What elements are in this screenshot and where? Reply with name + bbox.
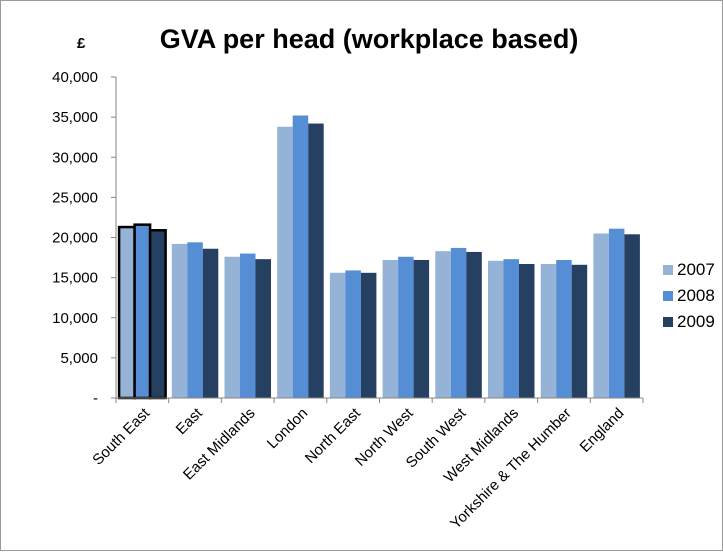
bar xyxy=(571,264,588,398)
bar xyxy=(466,251,482,398)
bar xyxy=(329,272,346,398)
y-tick-label: 20,000 xyxy=(52,230,98,247)
bar xyxy=(540,263,557,398)
legend-swatch xyxy=(663,317,673,327)
bar xyxy=(240,253,256,398)
chart-title: GVA per head (workplace based) xyxy=(160,24,579,54)
x-tick-label: East xyxy=(173,404,207,438)
legend-swatch xyxy=(663,291,673,301)
y-tick-label: 5,000 xyxy=(60,350,98,367)
bar xyxy=(488,260,504,398)
y-tick-label: 35,000 xyxy=(52,109,98,126)
bar xyxy=(133,223,152,400)
x-tick-label: South East xyxy=(89,404,153,468)
bar xyxy=(187,242,203,398)
bar xyxy=(382,259,399,398)
bar xyxy=(624,234,640,398)
legend: 2007 2008 2009 xyxy=(663,260,715,331)
legend-swatch xyxy=(663,265,673,275)
unit-label: £ xyxy=(77,35,86,52)
bar xyxy=(608,228,625,398)
legend-label: 2007 xyxy=(677,260,715,279)
bar xyxy=(171,243,188,398)
bar xyxy=(148,229,167,400)
bar xyxy=(503,259,519,398)
bar xyxy=(345,270,361,398)
legend-label: 2008 xyxy=(677,286,715,305)
y-tick-label: 10,000 xyxy=(52,310,98,327)
bar xyxy=(277,126,293,398)
bar xyxy=(413,259,430,398)
y-axis: - 5,000 10,000 15,000 20,000 25,000 30,000 35,0… xyxy=(52,69,117,407)
bar xyxy=(224,256,240,398)
bar xyxy=(450,247,467,398)
x-tick-label: England xyxy=(577,405,628,456)
y-tick-label: 15,000 xyxy=(52,270,98,287)
bar xyxy=(202,248,219,398)
legend-label: 2009 xyxy=(677,312,715,331)
bar xyxy=(593,233,609,398)
bar xyxy=(360,272,377,398)
x-tick-label: London xyxy=(264,405,311,452)
y-tick-label: 30,000 xyxy=(52,149,98,166)
bar xyxy=(255,259,271,398)
bar xyxy=(519,263,535,398)
bars xyxy=(117,115,640,400)
y-tick-label: 40,000 xyxy=(52,69,98,86)
y-tick-label: 25,000 xyxy=(52,189,98,206)
bar xyxy=(556,259,572,398)
bar xyxy=(435,251,451,398)
bar xyxy=(292,115,309,399)
bar xyxy=(117,225,136,400)
bar xyxy=(398,256,414,398)
bar xyxy=(308,123,324,399)
y-tick-label: - xyxy=(93,390,98,407)
